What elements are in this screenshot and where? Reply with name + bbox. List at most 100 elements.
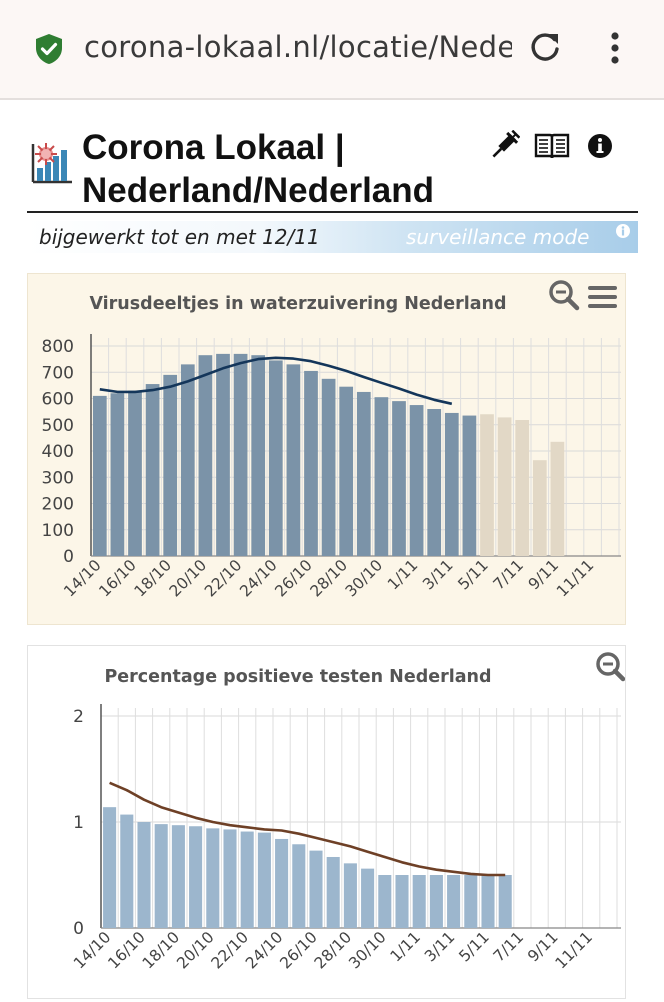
bar[interactable] bbox=[163, 374, 178, 556]
y-tick-label: 300 bbox=[42, 468, 74, 488]
bar[interactable] bbox=[251, 355, 266, 556]
bar[interactable] bbox=[429, 875, 443, 928]
bar[interactable] bbox=[206, 828, 220, 928]
x-tick-label: 30/10 bbox=[342, 556, 386, 600]
bar[interactable] bbox=[497, 417, 512, 556]
x-tick-label: 20/10 bbox=[166, 556, 210, 600]
bar[interactable] bbox=[120, 814, 134, 928]
book-icon[interactable] bbox=[533, 130, 571, 162]
bar[interactable] bbox=[145, 384, 160, 556]
url-field[interactable]: corona-lokaal.nl/locatie/Nede bbox=[84, 30, 512, 64]
bar[interactable] bbox=[339, 386, 354, 556]
bar[interactable] bbox=[223, 829, 237, 928]
bar[interactable] bbox=[444, 412, 459, 556]
x-axis-labels: 14/1016/1018/1020/1022/1024/1026/1028/10… bbox=[60, 556, 597, 600]
x-tick-label: 3/11 bbox=[421, 928, 458, 965]
bar[interactable] bbox=[189, 826, 203, 928]
bar[interactable] bbox=[292, 844, 306, 928]
bar[interactable] bbox=[304, 370, 318, 556]
bar[interactable] bbox=[128, 390, 142, 556]
bar[interactable] bbox=[321, 378, 336, 556]
x-tick-label: 1/11 bbox=[387, 928, 424, 965]
x-tick-label: 5/11 bbox=[454, 556, 491, 593]
zoom-out-icon[interactable] bbox=[596, 652, 626, 682]
update-bar: bijgewerkt tot en met 12/11 surveillance… bbox=[27, 221, 638, 253]
corona-lokaal-logo[interactable] bbox=[30, 140, 74, 186]
bar[interactable] bbox=[412, 875, 426, 928]
info-icon[interactable] bbox=[587, 130, 613, 162]
x-tick-label: 11/11 bbox=[552, 928, 596, 972]
bar[interactable] bbox=[286, 364, 301, 556]
bar[interactable] bbox=[361, 868, 375, 928]
surveillance-info-icon[interactable] bbox=[615, 223, 631, 239]
bar[interactable] bbox=[409, 405, 424, 556]
y-axis-labels: 0 100 200 300 400 500 600 700 800 bbox=[42, 337, 74, 567]
y-tick-label: 2 bbox=[73, 707, 84, 727]
x-tick-label: 26/10 bbox=[272, 556, 316, 600]
y-tick-label: 700 bbox=[42, 363, 74, 383]
browser-address-bar: corona-lokaal.nl/locatie/Nede bbox=[0, 0, 664, 100]
x-tick-label: 3/11 bbox=[419, 556, 456, 593]
bar[interactable] bbox=[392, 401, 406, 556]
bar[interactable] bbox=[233, 353, 248, 556]
bar[interactable] bbox=[480, 414, 494, 556]
bar-series bbox=[103, 807, 512, 928]
more-vert-icon[interactable] bbox=[600, 30, 630, 66]
bar[interactable] bbox=[137, 822, 151, 928]
y-tick-label: 1 bbox=[73, 813, 84, 833]
bar[interactable] bbox=[343, 863, 357, 928]
x-tick-label: 7/11 bbox=[490, 928, 527, 965]
bar[interactable] bbox=[198, 355, 213, 556]
bar[interactable] bbox=[532, 460, 547, 556]
zoom-out-icon[interactable] bbox=[549, 280, 580, 311]
menu-icon[interactable] bbox=[588, 286, 617, 308]
x-tick-label: 5/11 bbox=[455, 928, 492, 965]
x-tick-label: 1/11 bbox=[384, 556, 421, 593]
x-tick-label: 22/10 bbox=[201, 556, 245, 600]
y-tick-label: 500 bbox=[42, 416, 74, 436]
x-tick-label: 28/10 bbox=[311, 928, 355, 972]
bar[interactable] bbox=[550, 441, 565, 556]
page-title-line1: Corona Lokaal | bbox=[82, 128, 345, 167]
x-tick-label: 28/10 bbox=[307, 556, 351, 600]
wastewater-chart: Virusdeeltjes in waterzuivering Nederlan… bbox=[27, 273, 626, 625]
bar[interactable] bbox=[275, 838, 289, 928]
bar[interactable] bbox=[309, 850, 323, 928]
x-tick-label: 22/10 bbox=[208, 928, 252, 972]
syringe-icon[interactable] bbox=[488, 130, 520, 162]
x-tick-label: 20/10 bbox=[173, 928, 217, 972]
bar[interactable] bbox=[326, 856, 340, 928]
bar[interactable] bbox=[103, 807, 117, 928]
trend-line-path bbox=[109, 781, 506, 877]
bar[interactable] bbox=[515, 420, 530, 556]
bar[interactable] bbox=[374, 397, 389, 556]
bar[interactable] bbox=[498, 875, 512, 928]
bar[interactable] bbox=[257, 832, 271, 928]
bar[interactable] bbox=[356, 391, 371, 556]
bar[interactable] bbox=[240, 831, 254, 928]
shield-check-icon[interactable] bbox=[34, 33, 64, 65]
chart-title: Percentage positieve testen Nederland bbox=[104, 667, 491, 687]
y-tick-label: 0 bbox=[63, 547, 74, 567]
bar[interactable] bbox=[378, 875, 392, 928]
bar[interactable] bbox=[154, 824, 168, 928]
bar[interactable] bbox=[268, 360, 283, 556]
bar[interactable] bbox=[447, 875, 461, 928]
bar[interactable] bbox=[462, 415, 477, 556]
y-tick-label: 400 bbox=[42, 442, 74, 462]
bar[interactable] bbox=[180, 364, 195, 556]
header-divider bbox=[27, 211, 638, 213]
bar[interactable] bbox=[92, 395, 107, 556]
bar[interactable] bbox=[464, 875, 478, 928]
bar[interactable] bbox=[110, 393, 125, 556]
bar[interactable] bbox=[427, 409, 442, 556]
bar[interactable] bbox=[395, 875, 409, 928]
x-axis-labels: 14/1016/1018/1020/1022/1024/1026/1028/10… bbox=[70, 928, 596, 972]
x-tick-label: 24/10 bbox=[236, 556, 280, 600]
bar[interactable] bbox=[171, 825, 185, 928]
bar[interactable] bbox=[481, 875, 495, 928]
reload-icon[interactable] bbox=[528, 30, 562, 66]
bar[interactable] bbox=[216, 353, 230, 556]
y-tick-label: 200 bbox=[42, 495, 74, 515]
surveillance-mode-label[interactable]: surveillance mode bbox=[406, 225, 590, 249]
